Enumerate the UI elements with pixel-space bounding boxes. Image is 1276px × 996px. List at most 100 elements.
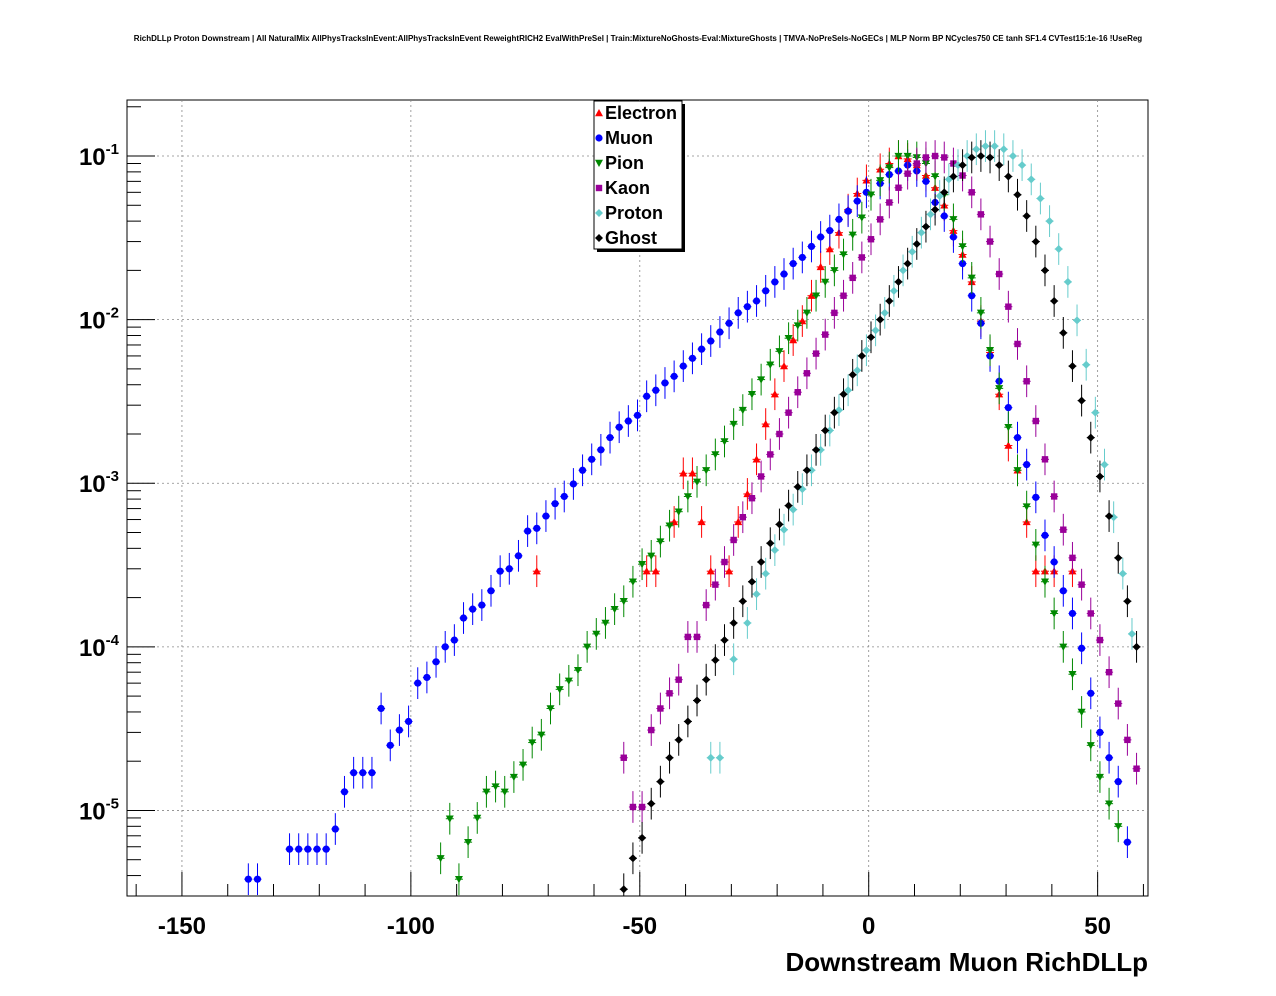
data-point (519, 761, 528, 769)
data-point (986, 347, 995, 355)
data-point (794, 389, 801, 396)
data-point (683, 717, 692, 726)
data-point (340, 788, 349, 796)
legend-entry-proton: Proton (595, 203, 663, 223)
data-point (1050, 296, 1059, 305)
data-point (285, 845, 294, 853)
data-point (899, 266, 908, 275)
legend-box (593, 100, 683, 250)
data-point (707, 337, 715, 345)
legend-marker (595, 234, 603, 242)
data-point (473, 814, 482, 822)
data-point (968, 292, 976, 300)
data-point (532, 567, 541, 575)
data-point (628, 854, 637, 863)
legend-entry-pion: Pion (595, 153, 644, 173)
data-point (931, 152, 939, 160)
data-point (812, 445, 821, 454)
data-point (679, 469, 688, 477)
data-point (496, 567, 504, 575)
data-point (867, 333, 876, 342)
legend-marker (595, 159, 603, 167)
data-point (377, 704, 385, 713)
data-point (1078, 581, 1085, 588)
data-point (725, 319, 733, 327)
data-point (831, 309, 838, 317)
y-tick-label: 10-4 (79, 632, 120, 662)
y-tick-label: 10-3 (79, 468, 119, 498)
data-point (867, 236, 875, 243)
data-point (784, 335, 793, 343)
data-point (1050, 610, 1059, 618)
data-point (775, 348, 784, 356)
data-point (958, 243, 967, 251)
data-point (1018, 161, 1027, 170)
data-point (780, 362, 789, 370)
data-point (894, 277, 903, 286)
data-point (1013, 190, 1022, 199)
data-point (894, 152, 903, 161)
data-point (638, 803, 646, 811)
data-point (848, 370, 857, 379)
data-point (1004, 403, 1012, 412)
data-point (1096, 728, 1104, 736)
data-point (1031, 567, 1040, 575)
data-point (702, 601, 710, 609)
data-point (368, 769, 376, 777)
data-point (505, 565, 513, 573)
data-point (432, 658, 440, 666)
data-point (546, 705, 555, 713)
data-point (404, 717, 413, 726)
data-point (395, 726, 404, 734)
data-point (1114, 823, 1123, 831)
data-point (642, 567, 651, 575)
data-point (1078, 644, 1086, 652)
data-point (1077, 396, 1086, 405)
data-point (729, 618, 738, 627)
data-point (752, 297, 761, 305)
data-point (798, 253, 806, 262)
data-point (903, 259, 912, 268)
data-point (1095, 773, 1104, 782)
legend-entry-kaon: Kaon (595, 178, 650, 198)
legend-marker (595, 134, 603, 142)
data-point (638, 833, 647, 842)
data-point (816, 262, 825, 271)
data-point (1127, 629, 1136, 638)
data-point (747, 577, 756, 586)
data-point (752, 590, 761, 599)
data-point (967, 153, 976, 162)
data-point (1022, 503, 1031, 511)
data-point (876, 315, 885, 324)
data-point (661, 379, 669, 387)
data-point (1050, 558, 1058, 566)
data-point (683, 493, 692, 501)
data-point (895, 184, 902, 191)
data-point (752, 455, 761, 463)
data-point (1022, 211, 1031, 220)
data-point (762, 287, 770, 295)
data-point (949, 233, 958, 241)
data-point (739, 514, 747, 521)
data-point (459, 614, 468, 622)
data-point (711, 656, 720, 665)
data-point (807, 466, 816, 475)
data-point (647, 552, 656, 560)
data-point (629, 803, 637, 811)
data-point (564, 677, 573, 685)
legend-entry-electron: Electron (595, 103, 677, 123)
data-point (688, 469, 697, 477)
data-point (674, 735, 683, 744)
data-point (1068, 609, 1077, 618)
legend-marker (595, 209, 603, 217)
data-point (784, 501, 793, 510)
data-point (967, 274, 976, 282)
data-point (528, 739, 537, 747)
data-point (1050, 493, 1058, 500)
data-point (445, 815, 454, 823)
data-point (712, 581, 719, 588)
data-point (619, 885, 628, 894)
data-point (977, 211, 985, 218)
data-point (1036, 194, 1045, 203)
